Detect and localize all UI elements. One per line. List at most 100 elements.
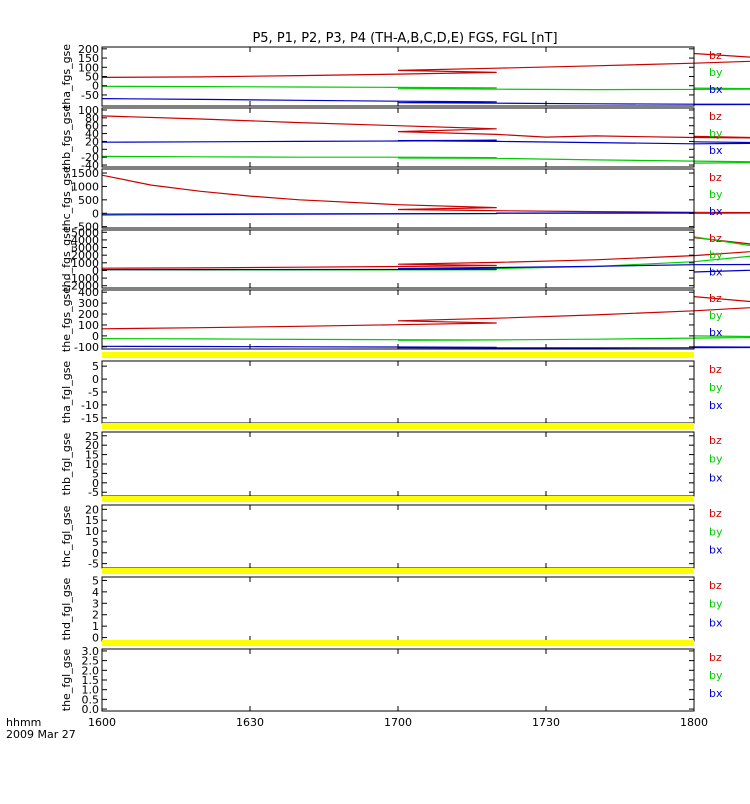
y-tick-label: 1000 xyxy=(71,257,99,270)
y-axis-label: thd_fgs_gse xyxy=(60,226,73,292)
legend-by: by xyxy=(709,188,723,201)
y-tick-label: 25 xyxy=(85,430,99,443)
y-tick-label: -10 xyxy=(81,399,99,412)
y-tick-label: 5 xyxy=(92,360,99,373)
y-tick-label: 0 xyxy=(92,632,99,645)
legend-bx: bx xyxy=(709,205,723,218)
panel-the_fgl_gse: 3.02.52.01.51.00.50.0 the_fgl_gse bz by bx xyxy=(60,640,723,716)
x-axis: 1600 1630 1700 1730 1800 xyxy=(88,716,708,729)
panel-frame xyxy=(101,360,695,424)
legend-by: by xyxy=(709,381,723,394)
x-axis-name: hhmm xyxy=(6,716,41,729)
y-tick-label: 20 xyxy=(85,135,99,148)
y-tick-label: 20 xyxy=(85,439,99,452)
series-bx-line xyxy=(101,263,750,273)
y-tick-label: 1 xyxy=(92,620,99,633)
legend-bz: bz xyxy=(709,110,722,123)
y-axis-label: the_fgl_gse xyxy=(60,649,73,712)
y-tick-label: 0.0 xyxy=(82,703,100,716)
y-tick-label: 0 xyxy=(92,477,99,490)
y-tick-label: 50 xyxy=(85,71,99,84)
series-bx-line xyxy=(101,98,750,106)
y-tick-label: 400 xyxy=(78,286,99,299)
legend-bz: bz xyxy=(709,171,722,184)
y-tick-label: 0.5 xyxy=(82,693,100,706)
y-axis-label: thd_fgl_gse xyxy=(60,577,73,640)
legend-bz: bz xyxy=(709,579,722,592)
legend-bx: bx xyxy=(709,471,723,484)
series-by-line xyxy=(101,85,750,91)
x-tick-label: 1630 xyxy=(236,716,264,729)
legend-by: by xyxy=(709,249,723,262)
y-tick-label: 1.0 xyxy=(82,684,100,697)
legend-by: by xyxy=(709,453,723,466)
y-tick-label: -100 xyxy=(74,341,99,354)
y-axis-label: thc_fgs_gse xyxy=(60,166,73,231)
y-tick-label: 60 xyxy=(85,120,99,133)
y-tick-label: -15 xyxy=(81,412,99,425)
series-bx-line xyxy=(101,139,750,145)
series-by-line xyxy=(101,155,750,164)
panel-tha_fgl_gse: 50-5-10-15 tha_fgl_gse bz by bx xyxy=(60,352,723,425)
y-tick-label: -5 xyxy=(88,486,99,499)
panel-frame xyxy=(101,504,695,569)
y-tick-label: 150 xyxy=(78,52,99,65)
legend-bz: bz xyxy=(709,651,722,664)
legend-bz: bz xyxy=(709,434,722,447)
y-tick-label: 100 xyxy=(78,61,99,74)
data-flag-bar xyxy=(102,352,694,358)
y-tick-label: 5 xyxy=(92,574,99,587)
y-tick-label: 80 xyxy=(85,112,99,125)
legend-by: by xyxy=(709,598,723,611)
legend-bx: bx xyxy=(709,144,723,157)
legend-by: by xyxy=(709,669,723,682)
series-bz-line xyxy=(101,296,750,330)
y-tick-label: 100 xyxy=(78,319,99,332)
legend-bx: bx xyxy=(709,326,723,339)
y-tick-label: 0 xyxy=(92,373,99,386)
y-axis-label: thc_fgl_gse xyxy=(60,505,73,567)
y-tick-label: 300 xyxy=(78,297,99,310)
y-tick-label: 3.0 xyxy=(82,645,100,658)
y-tick-label: 200 xyxy=(78,308,99,321)
y-axis-label: thb_fgl_gse xyxy=(60,432,73,495)
x-tick-label: 1730 xyxy=(532,716,560,729)
y-tick-label: -50 xyxy=(81,89,99,102)
legend-bz: bz xyxy=(709,49,722,62)
legend-by: by xyxy=(709,66,723,79)
y-tick-label: -2000 xyxy=(67,280,99,293)
legend-by: by xyxy=(709,525,723,538)
series-by-line xyxy=(101,335,750,341)
x-tick-label: 1800 xyxy=(680,716,708,729)
y-tick-label: -20 xyxy=(81,151,99,164)
y-tick-label: 1.5 xyxy=(82,674,100,687)
legend-bz: bz xyxy=(709,292,722,305)
y-tick-label: 200 xyxy=(78,43,99,56)
y-tick-label: 20 xyxy=(85,503,99,516)
y-tick-label: 4000 xyxy=(71,234,99,247)
legend-bx: bx xyxy=(709,544,723,557)
y-tick-label: 2.5 xyxy=(82,655,100,668)
y-tick-label: 2 xyxy=(92,609,99,622)
panel-frame xyxy=(101,431,695,497)
x-tick-label: 1600 xyxy=(88,716,116,729)
legend-bx: bx xyxy=(709,616,723,629)
date-label: 2009 Mar 27 xyxy=(6,728,76,741)
y-tick-label: 3000 xyxy=(71,242,99,255)
legend-bz: bz xyxy=(709,363,722,376)
legend-bx: bx xyxy=(709,399,723,412)
series-bz-line xyxy=(101,52,750,78)
y-tick-label: -500 xyxy=(74,221,99,234)
data-flag-bar xyxy=(102,568,694,574)
chart-title: P5, P1, P2, P3, P4 (TH-A,B,C,D,E) FGS, F… xyxy=(252,31,557,46)
legend-by: by xyxy=(709,127,723,140)
y-tick-label: -5 xyxy=(88,386,99,399)
y-tick-label: 0 xyxy=(92,207,99,220)
